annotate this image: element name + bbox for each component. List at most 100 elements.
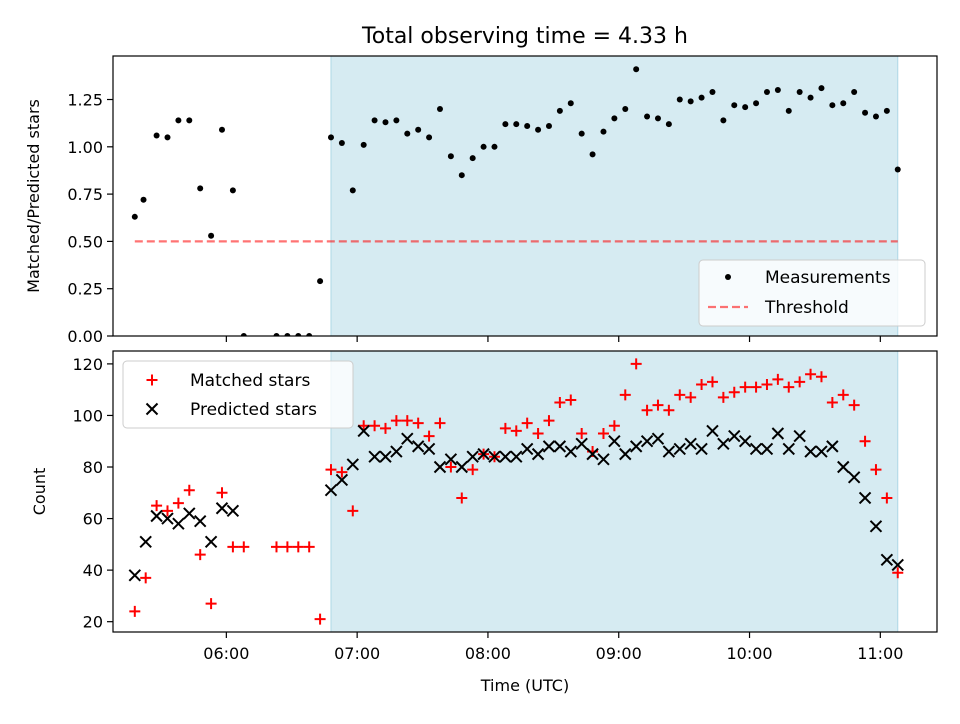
- matched-star-point: [783, 381, 795, 393]
- legend-box: [698, 259, 926, 327]
- matched-star-point: [881, 492, 893, 504]
- axes-frame: [112, 350, 938, 633]
- predicted-star-point: [510, 450, 523, 463]
- measurement-point: [731, 102, 738, 109]
- matched-star-point: [837, 389, 849, 401]
- predicted-star-point: [335, 473, 349, 487]
- measurement-point: [426, 134, 433, 141]
- matched-star-point: [848, 399, 860, 411]
- measurement-point: [186, 117, 193, 124]
- matched-star-point: [728, 386, 740, 398]
- predicted-star-point: [477, 447, 490, 461]
- measurement-point: [883, 107, 890, 114]
- predicted-star-point: [488, 450, 501, 463]
- matched-star-point: [314, 613, 326, 625]
- predicted-star-point: [858, 491, 872, 505]
- matched-star-point: [619, 389, 631, 401]
- measurement-point: [807, 94, 814, 101]
- measurement-point: [720, 117, 727, 124]
- matched-star-point: [521, 417, 533, 429]
- predicted-star-point: [172, 517, 185, 530]
- measurement-point: [273, 333, 280, 336]
- y-tick-label: 60: [83, 510, 103, 529]
- matched-star-point: [815, 371, 827, 383]
- measurement-point: [131, 213, 138, 220]
- measurement-point: [164, 134, 171, 141]
- measurement-point: [218, 126, 225, 133]
- measurement-point: [502, 121, 509, 128]
- measurement-point: [240, 333, 247, 336]
- measurement-point: [140, 196, 147, 203]
- predicted-star-point: [466, 450, 479, 463]
- plot-area: [131, 66, 901, 336]
- predicted-star-point: [651, 432, 665, 445]
- measurement-point: [622, 105, 629, 112]
- predicted-star-point: [891, 558, 904, 572]
- legend-marker-predicted: [145, 402, 159, 416]
- predicted-star-point: [150, 509, 163, 523]
- matched-star-point: [238, 541, 250, 553]
- measurement-point: [327, 134, 334, 141]
- predicted-star-point: [455, 460, 468, 474]
- predicted-star-point: [183, 507, 196, 520]
- matched-star-point: [892, 567, 904, 579]
- y-tick-label: 0.25: [67, 280, 103, 299]
- matched-star-point: [706, 376, 718, 388]
- matched-star-point: [717, 391, 729, 403]
- matched-star-point: [696, 379, 708, 391]
- predicted-star-point: [608, 435, 621, 448]
- measurement-point: [840, 100, 847, 107]
- measurement-point: [175, 117, 182, 124]
- matched-star-point: [826, 397, 838, 409]
- measurement-point: [360, 141, 367, 148]
- predicted-star-point: [542, 440, 556, 453]
- legend-label-predicted: Predicted stars: [190, 400, 317, 420]
- ratio-plot: 0.00 0.25 0.50 0.75 1.00 1.25 Matched/Predicte…: [24, 55, 938, 346]
- legend-marker-measurements: [725, 274, 731, 280]
- predicted-star-point: [782, 442, 795, 456]
- matched-star-point: [401, 415, 413, 427]
- matched-star-point: [532, 427, 544, 439]
- plot-area: [128, 358, 904, 625]
- measurement-point: [295, 333, 302, 336]
- x-tick-label: 10:00: [726, 644, 772, 663]
- count-plot: 20 40 60 80 100 120 06:00 07:00 08:00 09:00 10:00 1…: [30, 350, 938, 695]
- predicted-star-point: [553, 440, 567, 453]
- matched-star-point: [140, 572, 152, 584]
- predicted-star-point: [139, 535, 152, 548]
- predicted-star-point: [695, 442, 708, 456]
- x-tick-label: 09:00: [596, 644, 642, 663]
- measurement-point: [665, 121, 672, 128]
- matched-star-point: [325, 464, 337, 476]
- matched-star-point: [761, 379, 773, 391]
- predicted-star-point: [662, 445, 676, 458]
- predicted-star-point: [673, 442, 686, 456]
- measurement-point: [600, 128, 607, 135]
- predicted-star-point: [368, 450, 381, 463]
- observing-span-shade: [330, 350, 899, 633]
- predicted-star-point: [531, 447, 545, 461]
- matched-star-point: [183, 484, 195, 496]
- predicted-star-point: [128, 569, 142, 582]
- y-tick-label: 0.75: [67, 185, 103, 204]
- predicted-star-point: [793, 429, 806, 443]
- measurement-point: [436, 105, 443, 112]
- legend-marker-matched: [146, 374, 158, 386]
- matched-star-point: [739, 381, 751, 393]
- matched-star-point: [750, 381, 762, 393]
- measurement-point: [785, 107, 792, 114]
- measurement-point: [153, 132, 160, 139]
- predicted-star-point: [193, 514, 207, 528]
- predicted-star-point: [499, 450, 512, 463]
- measurement-point: [229, 187, 236, 194]
- matched-star-point: [390, 415, 402, 427]
- measurement-point: [317, 278, 324, 285]
- predicted-star-point: [771, 427, 785, 440]
- matched-star-point: [129, 605, 141, 617]
- measurement-point: [404, 130, 411, 137]
- matched-star-point: [347, 505, 359, 517]
- x-tick-label: 11:00: [857, 644, 903, 663]
- predicted-star-point: [597, 453, 610, 466]
- measurement-point: [415, 126, 422, 133]
